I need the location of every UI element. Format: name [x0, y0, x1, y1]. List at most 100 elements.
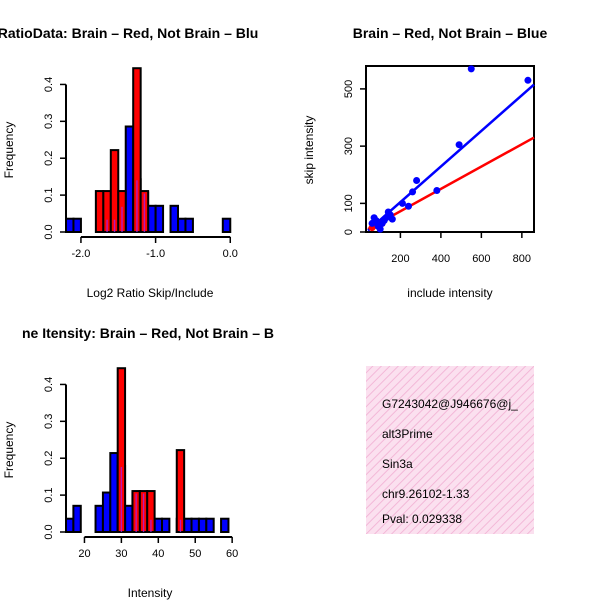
intensity-histogram-title: ne Itensity: Brain – Red, Not Brain – B [22, 325, 274, 341]
ratio-histogram-not-brain-bar [147, 204, 157, 233]
ratio-histogram-not-brain-bar [65, 217, 75, 234]
scatter-not-brain-point [376, 225, 384, 233]
intensity-histogram-brain-bar [175, 449, 186, 533]
ratio-histogram-not-brain-bar [169, 204, 180, 233]
info-gene-name: Sin3a [382, 457, 413, 471]
ratio-histogram-axes: -2.0 -1.0 0.0 0.0 0.1 0.2 0.3 0.4 [43, 77, 238, 260]
intensity-histogram-not-brain-bar [124, 504, 134, 534]
ratio-histogram-brain-bar [109, 149, 120, 234]
intensity-histogram-not-brain-bar [101, 491, 112, 534]
scatter-not-brain-point [388, 215, 396, 223]
intensity-histogram-axes: 20 30 40 50 60 0.0 0.1 0.2 0.3 0.4 [43, 377, 238, 560]
info-event-id: G7243042@J946676@j_ [382, 397, 518, 411]
scatter-x-tick-label: 600 [472, 253, 490, 265]
ratio-histogram-not-brain-bar [184, 217, 194, 234]
intensity-histogram-ylabel: Frequency [2, 422, 16, 479]
ratio-histogram-bars [65, 67, 232, 234]
scatter-xlabel: include intensity [407, 286, 492, 300]
ratio-histogram-overlap-bar [121, 206, 123, 232]
intensity-histogram-not-brain-bar [94, 504, 104, 534]
intensity-histogram-not-brain-bar [153, 517, 164, 533]
intensity-histogram-not-brain-bar [190, 517, 200, 533]
ratio-histogram-x-tick-label: 0.0 [223, 248, 238, 260]
intensity-histogram-xlabel: Intensity [128, 586, 173, 600]
ratio-histogram-panel: RatioData: Brain – Red, Not Brain – Blu … [0, 25, 258, 300]
scatter-x-tick-label: 800 [513, 253, 531, 265]
ratio-histogram-overlap-bar [143, 193, 146, 232]
intensity-histogram-y-tick-label: 0.0 [43, 524, 55, 539]
ratio-histogram-x-tick-label: -1.0 [146, 248, 165, 260]
scatter-ylabel: skip intensity [302, 116, 316, 185]
intensity-histogram-bars [65, 367, 230, 534]
intensity-scatter-panel: Brain – Red, Not Brain – Blue 200 400 600 8… [302, 25, 547, 300]
intensity-histogram-y-tick-label: 0.3 [43, 414, 55, 429]
info-panel: G7243042@J946676@j_ alt3Prime Sin3a chr9… [366, 366, 534, 534]
scatter-title: Brain – Red, Not Brain – Blue [353, 25, 548, 41]
scatter-y-tick-label: 100 [343, 194, 355, 212]
ratio-histogram-y-tick-label: 0.0 [43, 224, 55, 239]
scatter-axes: 200 400 600 800 0 100 300 500 [343, 80, 531, 265]
intensity-histogram-not-brain-bar [197, 517, 208, 533]
ratio-histogram-y-tick-label: 0.1 [43, 187, 55, 202]
intensity-histogram-overlap-bar [135, 493, 137, 532]
ratio-histogram-y-tick-label: 0.2 [43, 151, 55, 166]
intensity-histogram-x-tick-label: 50 [189, 548, 201, 560]
intensity-histogram-x-tick-label: 30 [115, 548, 127, 560]
ratio-histogram-brain-bar [94, 190, 105, 233]
ratio-histogram-not-brain-bar [221, 217, 232, 234]
scatter-not-brain-point [467, 65, 475, 73]
intensity-histogram-panel: ne Itensity: Brain – Red, Not Brain – B … [2, 325, 274, 600]
info-event-type: alt3Prime [382, 427, 433, 441]
intensity-histogram-not-brain-bar [65, 517, 75, 533]
intensity-histogram-y-tick-label: 0.2 [43, 451, 55, 466]
scatter-not-brain-point [433, 187, 441, 194]
intensity-histogram-x-tick-label: 60 [226, 548, 238, 560]
intensity-histogram-not-brain-bar [109, 452, 119, 533]
ratio-histogram-y-tick-label: 0.4 [43, 77, 55, 92]
intensity-histogram-not-brain-bar [72, 504, 82, 534]
intensity-histogram-overlap-bar [179, 519, 182, 532]
scatter-not-brain-point [405, 202, 413, 210]
ratio-histogram-not-brain-bar [124, 125, 135, 233]
scatter-not-brain-point [409, 188, 417, 196]
scatter-y-tick-label: 500 [343, 80, 355, 98]
ratio-histogram-not-brain-bar [177, 217, 187, 234]
info-pval: Pval: 0.029338 [382, 512, 462, 526]
intensity-histogram-x-tick-label: 40 [152, 548, 164, 560]
ratio-histogram-not-brain-bar [72, 217, 82, 234]
intensity-histogram-overlap-bar [142, 493, 145, 532]
scatter-x-tick-label: 400 [432, 253, 450, 265]
intensity-histogram-overlap-bar [120, 466, 123, 532]
intensity-histogram-not-brain-bar [183, 517, 193, 533]
scatter-not-brain-point [413, 176, 421, 184]
intensity-histogram-y-tick-label: 0.1 [43, 487, 55, 502]
ratio-histogram-x-tick-label: -2.0 [71, 248, 90, 260]
ratio-histogram-overlap-bar [136, 180, 138, 232]
scatter-not-brain-point [398, 199, 406, 207]
scatter-plot-box [365, 65, 535, 233]
intensity-histogram-not-brain-bar [220, 517, 230, 533]
scatter-not-brain-point [372, 217, 380, 225]
ratio-histogram-ylabel: Frequency [2, 122, 16, 179]
scatter-y-tick-label: 0 [343, 229, 355, 235]
scatter-not-brain-point [524, 76, 532, 84]
info-box [366, 366, 534, 534]
scatter-not-brain-point [455, 141, 463, 149]
intensity-histogram-not-brain-bar [205, 517, 215, 533]
intensity-histogram-x-tick-label: 20 [78, 548, 90, 560]
intensity-histogram-overlap-bar [150, 519, 152, 532]
info-locus: chr9.26102-1.33 [382, 487, 470, 501]
ratio-histogram-title: RatioData: Brain – Red, Not Brain – Blu [0, 25, 258, 41]
ratio-histogram-overlap-bar [113, 219, 116, 232]
scatter-y-tick-label: 300 [343, 137, 355, 155]
scatter-brain-fit-line [367, 136, 535, 231]
scatter-marks [367, 65, 535, 233]
ratio-histogram-not-brain-bar [154, 204, 165, 233]
intensity-histogram-not-brain-bar [161, 517, 171, 533]
scatter-x-tick-label: 200 [391, 253, 409, 265]
ratio-histogram-y-tick-label: 0.3 [43, 114, 55, 129]
scatter-not-brain-fit-line [367, 83, 535, 232]
ratio-histogram-xlabel: Log2 Ratio Skip/Include [87, 286, 214, 300]
intensity-histogram-y-tick-label: 0.4 [43, 377, 55, 392]
